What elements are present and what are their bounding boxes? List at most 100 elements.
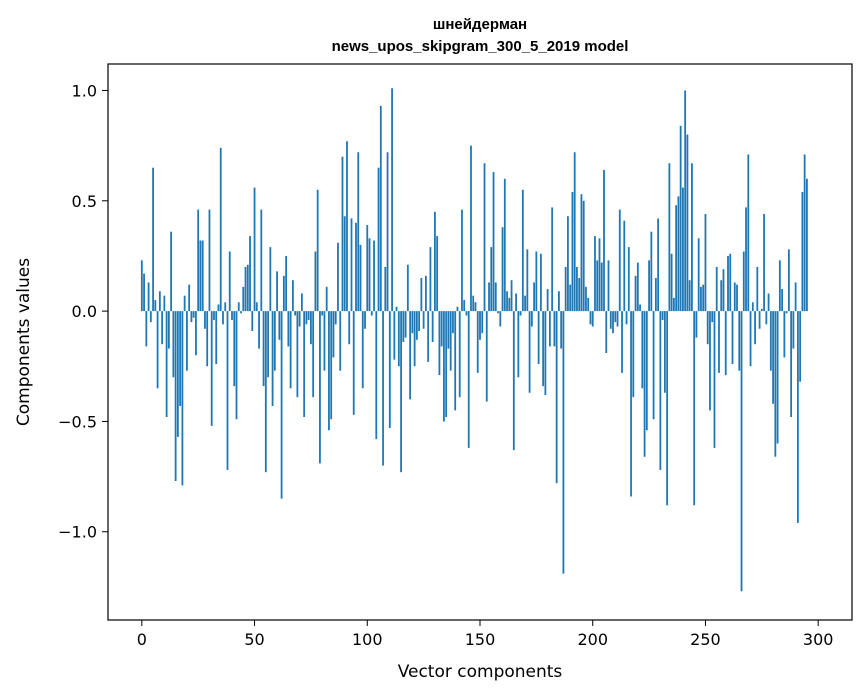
bar	[215, 311, 218, 365]
bar	[246, 264, 249, 312]
bar	[244, 266, 247, 312]
bar	[395, 306, 398, 312]
bar	[158, 291, 161, 312]
bar	[799, 311, 802, 382]
y-tick-label: −1.0	[58, 523, 97, 542]
bar	[359, 244, 362, 312]
bar	[729, 253, 732, 312]
bar	[287, 311, 290, 347]
bar	[298, 311, 301, 327]
bar	[783, 311, 786, 358]
bar	[661, 311, 664, 320]
bar	[485, 311, 488, 402]
bar	[666, 311, 669, 506]
bar	[537, 311, 540, 365]
bar	[772, 311, 774, 404]
bar	[165, 311, 168, 418]
bar	[657, 218, 660, 312]
bar	[337, 242, 339, 312]
y-axis-label: Components values	[14, 258, 34, 426]
bar	[677, 196, 680, 312]
bar	[645, 311, 648, 431]
bar	[567, 216, 569, 312]
bar	[404, 311, 407, 338]
bar	[260, 209, 263, 312]
bar	[264, 311, 267, 473]
bar	[393, 311, 396, 360]
bar	[526, 249, 529, 312]
bar	[774, 311, 777, 457]
bar	[582, 200, 585, 312]
bar	[533, 282, 536, 312]
bar	[181, 311, 184, 486]
bar	[179, 311, 182, 406]
bar	[724, 311, 727, 376]
bar	[312, 311, 315, 398]
bar	[497, 311, 499, 314]
bar	[591, 311, 594, 327]
bar	[289, 311, 292, 389]
bar	[323, 311, 326, 371]
bar	[700, 286, 702, 312]
bar	[267, 311, 269, 378]
bar	[605, 311, 608, 354]
bar	[607, 260, 610, 312]
bar	[718, 311, 720, 373]
bar	[190, 311, 193, 323]
bar	[154, 300, 157, 312]
bar	[713, 311, 716, 448]
bar	[778, 260, 781, 312]
bar	[321, 311, 324, 316]
bar	[623, 220, 626, 312]
y-tick-label: −0.5	[58, 412, 97, 431]
bar	[147, 282, 150, 312]
bar	[217, 304, 220, 312]
bar	[794, 282, 797, 312]
bar	[280, 311, 283, 499]
bar	[682, 187, 684, 312]
bar	[535, 251, 538, 312]
bar	[641, 311, 644, 389]
bar	[152, 167, 154, 312]
bar	[445, 311, 448, 418]
bar	[422, 311, 425, 329]
bar	[648, 260, 650, 312]
bar	[663, 311, 666, 393]
bar	[343, 216, 346, 312]
bar	[328, 311, 330, 431]
bar	[736, 284, 738, 312]
bar	[639, 304, 641, 312]
bar	[156, 311, 159, 389]
bar	[319, 311, 321, 464]
bar	[573, 152, 576, 312]
bar	[210, 311, 213, 426]
bar	[291, 280, 294, 312]
bar	[406, 264, 409, 312]
x-axis: 0 50 100 150 200 250 300	[137, 620, 834, 649]
bar	[806, 178, 808, 312]
bar	[616, 311, 619, 327]
bar	[413, 311, 416, 367]
bar	[697, 238, 700, 312]
bar	[614, 311, 617, 323]
bar	[346, 141, 348, 312]
bar	[785, 311, 788, 314]
bar	[213, 311, 215, 320]
bar	[483, 163, 486, 312]
bar	[715, 266, 718, 312]
bar	[350, 218, 353, 312]
bar	[542, 311, 545, 387]
bar	[672, 297, 675, 312]
bar	[237, 302, 240, 312]
x-tick-label: 300	[803, 630, 834, 649]
bar	[440, 311, 443, 347]
bar	[140, 260, 143, 312]
bar	[803, 154, 806, 312]
bar	[415, 311, 418, 340]
bar	[379, 105, 382, 312]
bar	[386, 152, 389, 312]
bar	[519, 311, 522, 316]
bar	[571, 191, 574, 312]
bar	[434, 211, 436, 312]
bar	[515, 293, 517, 312]
